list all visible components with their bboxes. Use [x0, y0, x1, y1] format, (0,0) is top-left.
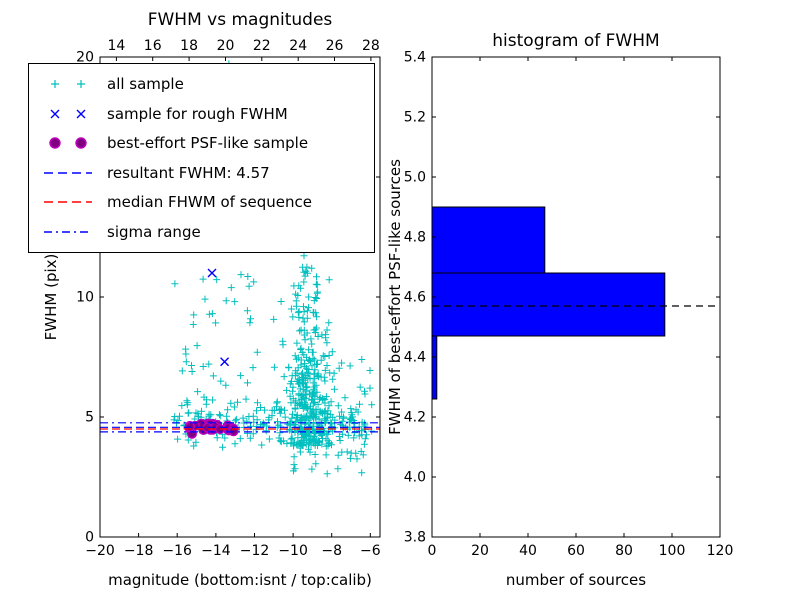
legend-label: all sample	[107, 75, 184, 93]
right-xaxis-label: number of sources	[506, 571, 646, 589]
scatter-psf-sample	[184, 418, 239, 439]
tick-label: 5	[85, 410, 94, 426]
tick-label: 40	[519, 543, 537, 559]
legend-marker-dashdot-line	[44, 231, 92, 233]
left-xaxis-label: magnitude (bottom:isnt / top:calib)	[108, 571, 372, 589]
legend-marker-x-pair	[50, 109, 86, 119]
hist-bar	[431, 206, 546, 274]
tick-label: 16	[144, 38, 162, 54]
tick-label: 4.2	[404, 410, 426, 426]
tick-label: 100	[659, 543, 686, 559]
legend-label: best-effort PSF-like sample	[107, 134, 309, 153]
tick-label: 4.8	[404, 230, 426, 246]
hist-bar	[431, 272, 666, 337]
tick-label: 0	[428, 543, 437, 559]
legend: all sample sample for rough FWHM best-effo…	[28, 63, 375, 253]
tick-label: 4.0	[404, 470, 426, 486]
tick-label: 28	[362, 38, 380, 54]
legend-item: sigma range	[39, 220, 370, 244]
tick-label: −12	[240, 543, 270, 559]
legend-marker-dashed-line	[44, 172, 92, 174]
tick-label: −14	[201, 543, 231, 559]
right-yaxis-label: FWHM of best-effort PSF-like sources	[386, 159, 404, 435]
right-plot-title: histogram of FWHM	[492, 31, 659, 51]
legend-label: median FHWM of sequence	[107, 193, 312, 212]
tick-label: −18	[124, 543, 154, 559]
left-yaxis-label: FWHM (pix)	[42, 254, 60, 341]
legend-label: resultant FWHM: 4.57	[107, 163, 270, 182]
tick-label: 24	[289, 38, 307, 54]
tick-label: 80	[615, 543, 633, 559]
legend-label: sigma range	[107, 222, 201, 241]
tick-label: 60	[567, 543, 585, 559]
tick-label: −20	[85, 543, 115, 559]
tick-label: −8	[321, 543, 342, 559]
tick-label: 5.0	[404, 170, 426, 186]
legend-item: all sample	[39, 72, 370, 96]
hist-bar	[431, 335, 438, 400]
tick-label: −16	[162, 543, 192, 559]
legend-marker-circle-pair	[49, 137, 87, 149]
legend-item: best-effort PSF-like sample	[39, 131, 370, 155]
tick-label: 5.4	[404, 50, 426, 66]
tick-label: 26	[326, 38, 344, 54]
tick-label: 10	[76, 290, 94, 306]
tick-label: 22	[253, 38, 271, 54]
tick-label: 4.6	[404, 290, 426, 306]
tick-label: 20	[76, 50, 94, 66]
legend-marker-dashed-line	[44, 201, 92, 204]
legend-item: sample for rough FWHM	[39, 102, 370, 126]
tick-label: 120	[707, 543, 734, 559]
tick-label: 14	[107, 38, 125, 54]
tick-label: 20	[217, 38, 235, 54]
scatter-rough-fwhm	[207, 268, 230, 367]
legend-item: resultant FWHM: 4.57	[39, 161, 370, 185]
legend-item: median FHWM of sequence	[39, 190, 370, 214]
scatter-layer	[170, 60, 376, 478]
tick-label: 5.2	[404, 110, 426, 126]
legend-marker-plus-pair	[51, 80, 85, 88]
tick-label: −10	[278, 543, 308, 559]
right-plot: 0 20 40 60 80 100 120 3.8 4.0 4.2 4.4 4.6 4.8 5.0 5.2 5…	[404, 50, 734, 560]
tick-label: 20	[471, 543, 489, 559]
tick-label: 3.8	[404, 530, 426, 546]
tick-label: 18	[180, 38, 198, 54]
tick-label: 4.4	[404, 350, 426, 366]
legend-label: sample for rough FWHM	[107, 104, 288, 123]
left-plot-title: FWHM vs magnitudes	[148, 10, 333, 30]
tick-label: 0	[85, 530, 94, 546]
left-plot: −20 −18 −16 −14 −12 −10 −8 −6 14 16 18 20 22 24 26 28 0 5…	[76, 38, 381, 559]
tick-label: −6	[360, 543, 381, 559]
